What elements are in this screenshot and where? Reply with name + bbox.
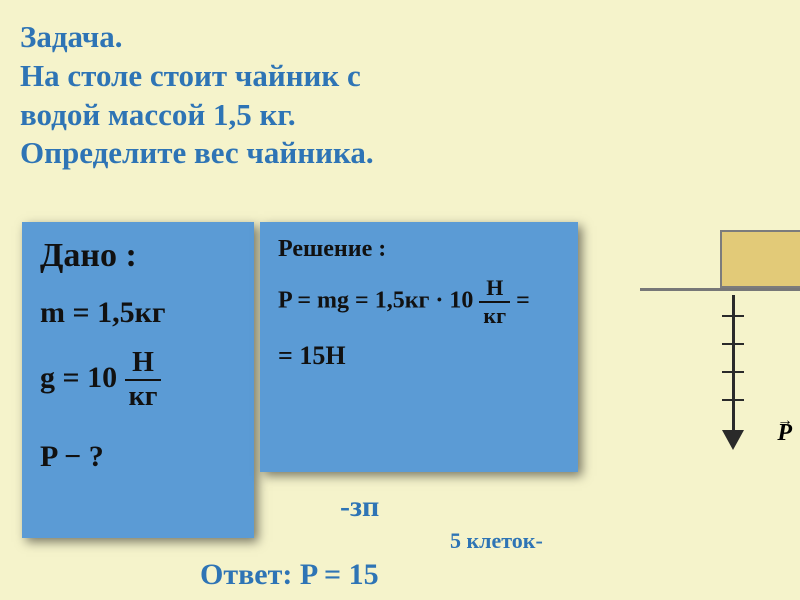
solution-lhs: P = mg = [278,288,369,314]
solution-unit-num: Н [479,277,510,299]
solution-equals-tail: = [516,288,530,314]
partial-text-1: -зп [340,490,379,524]
given-mass: m = 1,5кг [40,295,236,331]
solution-formula: P = mg = 1,5кг · 10 Н кг = [278,277,560,327]
given-mass-lhs: m = [40,296,90,329]
problem-statement: Задача. На столе стоит чайник с водой ма… [0,0,800,183]
solution-unit-den: кг [479,305,510,327]
given-g-unit-num: Н [125,349,162,377]
solution-val: 1,5кг · 10 [375,288,474,314]
solution-panel: Решение : P = mg = 1,5кг · 10 Н кг = = 1… [260,222,578,472]
given-panel: Дано : m = 1,5кг g = 10 Н кг P − ? [22,222,254,538]
given-mass-value: 1,5кг [97,296,165,329]
vector-tick [722,371,744,373]
partial-text-2: 5 клеток- [450,528,543,554]
vector-arrowhead-icon [722,430,744,450]
problem-heading: Задача. [20,18,780,57]
given-g: g = 10 Н кг [40,349,236,411]
vector-label: P [777,420,792,447]
diagram-surface-line [640,288,800,291]
given-g-unit-den: кг [125,383,162,411]
vector-tick [722,315,744,317]
given-title: Дано : [40,236,236,277]
given-g-unit: Н кг [125,349,162,411]
vector-tick [722,399,744,401]
diagram-box [720,230,800,288]
answer-text: Ответ: P = 15 [200,558,379,592]
given-unknown: P − ? [40,439,236,475]
solution-result: = 15Н [278,341,560,371]
solution-title: Решение : [278,236,560,263]
force-vector [710,295,760,465]
problem-line-1: На столе стоит чайник с [20,57,780,96]
problem-line-2: водой массой 1,5 кг. [20,96,780,135]
vector-tick [722,343,744,345]
given-g-value: 10 [87,361,117,394]
solution-unit: Н кг [479,277,510,327]
given-g-lhs: g = [40,361,80,394]
problem-line-3: Определите вес чайника. [20,134,780,173]
panels-row: Дано : m = 1,5кг g = 10 Н кг P − ? Решен… [22,222,578,538]
